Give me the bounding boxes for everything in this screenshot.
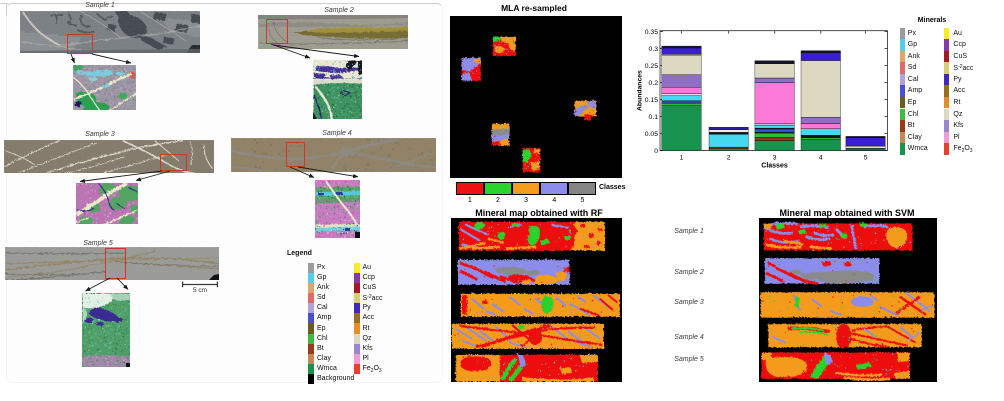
svg-text:0.2: 0.2 xyxy=(649,80,659,87)
svg-text:Abundances: Abundances xyxy=(637,70,644,111)
svg-text:3: 3 xyxy=(773,155,777,162)
svg-text:4: 4 xyxy=(819,155,823,162)
svg-text:5: 5 xyxy=(864,155,868,162)
svg-text:1: 1 xyxy=(680,155,684,162)
svg-text:0: 0 xyxy=(654,148,658,155)
svg-text:0.1: 0.1 xyxy=(649,114,659,121)
svg-text:2: 2 xyxy=(727,155,731,162)
svg-text:0.3: 0.3 xyxy=(649,46,659,53)
svg-text:0.15: 0.15 xyxy=(645,97,658,104)
svg-text:0.05: 0.05 xyxy=(645,131,658,138)
svg-text:Classes: Classes xyxy=(761,163,788,170)
svg-text:5 cm: 5 cm xyxy=(193,287,207,294)
svg-text:0.35: 0.35 xyxy=(645,29,658,36)
svg-text:0.25: 0.25 xyxy=(645,63,658,70)
